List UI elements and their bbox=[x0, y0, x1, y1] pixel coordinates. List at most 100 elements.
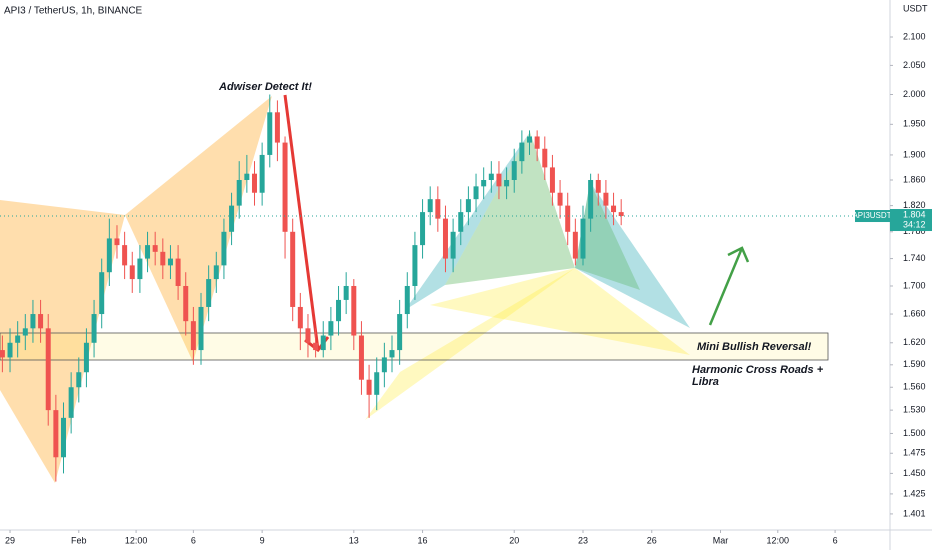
candle-body bbox=[190, 321, 196, 351]
candle-body bbox=[473, 186, 479, 200]
candle-body bbox=[442, 218, 448, 259]
candle-body bbox=[336, 299, 342, 322]
harmonic-pattern bbox=[575, 182, 690, 328]
y-tick-label: 1.780 bbox=[903, 226, 926, 236]
harmonic-pattern bbox=[125, 96, 272, 362]
candle-body bbox=[313, 342, 319, 351]
y-tick-label: 2.050 bbox=[903, 60, 926, 70]
x-tick-label: 26 bbox=[647, 535, 657, 545]
candle-body bbox=[588, 180, 594, 219]
support-zone bbox=[0, 332, 829, 361]
candle-body bbox=[30, 314, 36, 329]
candle-body bbox=[366, 379, 372, 395]
candle-body bbox=[305, 328, 311, 343]
candle-body bbox=[328, 321, 334, 336]
annotation: Adwiser Detect It! bbox=[218, 81, 312, 93]
candle-body bbox=[83, 342, 89, 373]
x-tick-label: 23 bbox=[578, 535, 588, 545]
candle-body bbox=[481, 180, 487, 187]
candle-body bbox=[152, 245, 158, 252]
candle-body bbox=[297, 306, 303, 329]
candle-body bbox=[213, 265, 219, 280]
x-tick-label: 16 bbox=[418, 535, 428, 545]
candle-body bbox=[7, 342, 13, 358]
candle-body bbox=[534, 136, 540, 149]
candle-body bbox=[145, 245, 151, 259]
x-tick-label: 6 bbox=[191, 535, 196, 545]
candle-body bbox=[435, 199, 441, 219]
y-tick-label: 1.950 bbox=[903, 119, 926, 129]
x-tick-label: 9 bbox=[260, 535, 265, 545]
candle-body bbox=[244, 173, 250, 181]
candle-body bbox=[603, 192, 609, 206]
candle-body bbox=[374, 372, 380, 395]
red-arrow bbox=[283, 94, 320, 351]
candle-body bbox=[519, 142, 525, 162]
candle-body bbox=[167, 258, 173, 266]
price-tag bbox=[890, 209, 932, 232]
candle-body bbox=[351, 285, 357, 336]
y-axis-unit: USDT bbox=[903, 3, 928, 13]
candle-body bbox=[114, 238, 120, 246]
y-tick-label: 1.860 bbox=[903, 174, 926, 184]
candle-body bbox=[290, 231, 296, 307]
candle-body bbox=[404, 285, 410, 315]
candle-body bbox=[511, 161, 517, 181]
candle-body bbox=[549, 167, 555, 193]
candle-body bbox=[251, 173, 257, 193]
candle-body bbox=[53, 410, 59, 458]
candle-body bbox=[274, 112, 280, 143]
candle-body bbox=[221, 231, 227, 266]
annotation: Mini Bullish Reversal! bbox=[697, 341, 812, 353]
candle-body bbox=[343, 285, 349, 300]
candle-body bbox=[458, 212, 464, 232]
x-tick-label: 20 bbox=[509, 535, 519, 545]
candle-body bbox=[420, 212, 426, 246]
candle-body bbox=[389, 350, 395, 358]
last-price-label: 1.804 bbox=[903, 209, 926, 219]
x-tick-label: Mar bbox=[713, 535, 729, 545]
y-tick-label: 2.100 bbox=[903, 31, 926, 41]
candle-body bbox=[595, 180, 601, 193]
candle-body bbox=[22, 328, 28, 336]
y-tick-label: 1.900 bbox=[903, 149, 926, 159]
candle-body bbox=[358, 335, 364, 380]
x-tick-label: 12:00 bbox=[125, 535, 148, 545]
candle-body bbox=[61, 417, 67, 458]
candle-body bbox=[206, 279, 212, 307]
candle-body bbox=[0, 350, 5, 358]
candle-body bbox=[397, 314, 403, 351]
y-tick-label: 1.700 bbox=[903, 280, 926, 290]
candle-body bbox=[496, 173, 502, 187]
y-tick-label: 1.660 bbox=[903, 308, 926, 318]
candle-body bbox=[580, 218, 586, 259]
candle-body bbox=[557, 192, 563, 206]
candle-body bbox=[488, 173, 494, 181]
countdown-label: 34:12 bbox=[903, 219, 926, 229]
y-tick-label: 1.820 bbox=[903, 200, 926, 210]
y-tick-label: 1.740 bbox=[903, 253, 926, 263]
candle-body bbox=[267, 112, 273, 155]
symbol-tag bbox=[855, 210, 890, 223]
harmonic-pattern bbox=[0, 200, 125, 483]
x-tick-label: 13 bbox=[349, 535, 359, 545]
candle-body bbox=[122, 245, 128, 266]
chart-title: API3 / TetherUS, 1h, BINANCE bbox=[4, 6, 143, 17]
y-tick-label: 2.000 bbox=[903, 89, 926, 99]
y-tick-label: 1.450 bbox=[903, 468, 926, 478]
y-tick-label: 1.590 bbox=[903, 359, 926, 369]
y-tick-label: 1.500 bbox=[903, 428, 926, 438]
candle-body bbox=[137, 258, 143, 280]
green-arrow-head bbox=[727, 246, 750, 263]
drawings bbox=[0, 94, 829, 483]
x-tick-label: 29 bbox=[5, 535, 15, 545]
candle-body bbox=[565, 205, 571, 232]
candle-body bbox=[15, 335, 21, 343]
candle-body bbox=[572, 231, 578, 259]
x-tick-label: 6 bbox=[833, 535, 838, 545]
candle-body bbox=[76, 372, 82, 388]
candle-body bbox=[450, 231, 456, 259]
candle-body bbox=[183, 285, 189, 322]
